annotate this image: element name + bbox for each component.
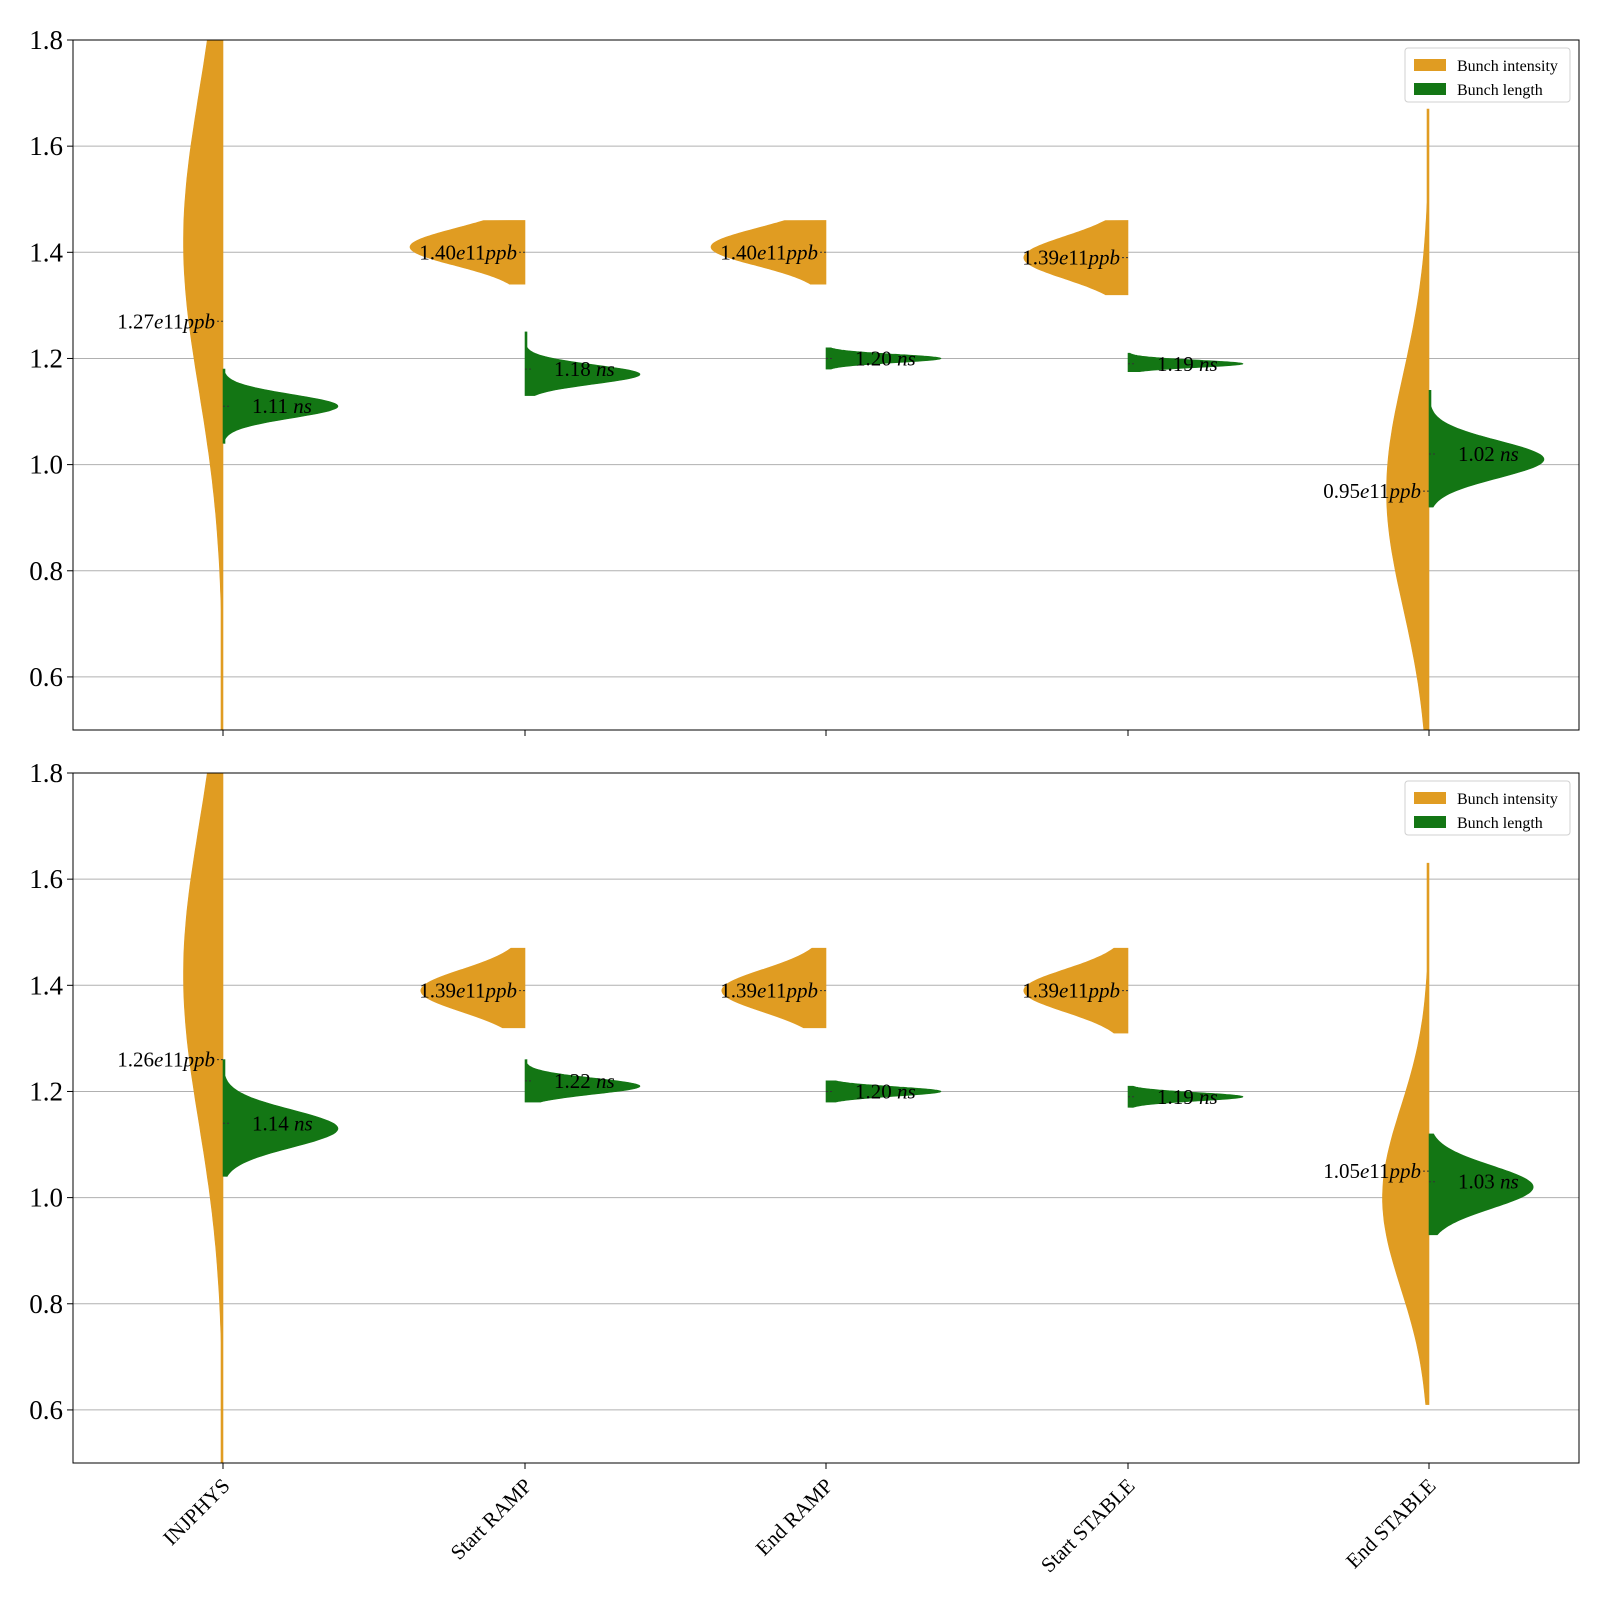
violin-group <box>183 40 1545 730</box>
legend-label: Bunch intensity <box>1457 58 1558 75</box>
y-tick-label: 1.8 <box>29 25 63 55</box>
intensity-violin-3 <box>1023 947 1129 1034</box>
legend-box <box>1404 47 1571 103</box>
length-annotation: 1.20 ns <box>855 1079 916 1103</box>
axes-frame <box>72 39 1580 731</box>
intensity-violin-0 <box>183 40 224 730</box>
intensity-annotation: 1.27e11ppb <box>117 309 215 333</box>
length-annotation: 1.19 ns <box>1157 352 1218 376</box>
intensity-annotation: 1.40e11ppb <box>720 240 818 264</box>
y-tick-label: 0.6 <box>29 662 63 692</box>
length-violin-3 <box>1127 1085 1244 1108</box>
length-violin-0 <box>222 1059 339 1177</box>
intensity-violin-3 <box>1023 220 1129 296</box>
y-tick-label: 1.4 <box>29 970 63 1000</box>
legend-swatch <box>1414 816 1446 828</box>
intensity-violin-1 <box>409 220 526 285</box>
y-tick-label: 1.6 <box>29 131 63 161</box>
violin-group <box>183 773 1534 1463</box>
intensity-violin-1 <box>420 947 526 1029</box>
legend-label: Bunch length <box>1457 815 1543 832</box>
length-violin-2 <box>825 1080 942 1103</box>
length-annotation: 1.18 ns <box>554 357 615 381</box>
y-tick-label: 1.8 <box>29 758 63 788</box>
x-category-label: End RAMP <box>751 1474 838 1561</box>
length-violin-1 <box>524 1059 641 1103</box>
x-category-label: INJPHYS <box>158 1474 234 1550</box>
intensity-annotation: 0.95e11ppb <box>1323 479 1421 503</box>
length-annotation: 1.19 ns <box>1157 1085 1218 1109</box>
intensity-violin-4 <box>1382 862 1430 1405</box>
length-annotation: 1.20 ns <box>855 346 916 370</box>
intensity-violin-4 <box>1386 108 1430 730</box>
intensity-violin-2 <box>721 947 827 1029</box>
x-category-label: Start RAMP <box>446 1474 537 1565</box>
y-tick-label: 0.8 <box>29 1289 63 1319</box>
intensity-annotation: 1.39e11ppb <box>1022 979 1120 1003</box>
x-category-label: End STABLE <box>1341 1474 1441 1574</box>
intensity-annotation: 1.05e11ppb <box>1323 1159 1421 1183</box>
y-tick-label: 0.6 <box>29 1395 63 1425</box>
length-violin-4 <box>1428 1133 1534 1236</box>
legend-box <box>1404 780 1571 836</box>
length-violin-2 <box>825 347 942 370</box>
intensity-annotation: 1.39e11ppb <box>419 979 517 1003</box>
length-violin-1 <box>524 331 641 396</box>
y-tick-label: 1.2 <box>29 1076 63 1106</box>
y-tick-label: 1.4 <box>29 237 63 267</box>
length-violin-0 <box>222 368 339 444</box>
intensity-annotation: 1.39e11ppb <box>720 979 818 1003</box>
legend-swatch <box>1414 792 1446 804</box>
legend-swatch <box>1414 83 1446 95</box>
x-category-label: Start STABLE <box>1036 1474 1140 1578</box>
intensity-violin-0 <box>183 773 224 1463</box>
length-annotation: 1.11 ns <box>252 394 312 418</box>
y-tick-label: 1.2 <box>29 343 63 373</box>
legend-swatch <box>1414 59 1446 71</box>
legend-label: Bunch length <box>1457 82 1543 99</box>
length-annotation: 1.22 ns <box>554 1069 615 1093</box>
length-annotation: 1.14 ns <box>252 1111 313 1135</box>
length-violin-4 <box>1428 389 1545 508</box>
legend-label: Bunch intensity <box>1457 791 1558 808</box>
y-tick-label: 1.6 <box>29 864 63 894</box>
y-tick-label: 0.8 <box>29 556 63 586</box>
length-annotation: 1.03 ns <box>1458 1170 1519 1194</box>
intensity-annotation: 1.39e11ppb <box>1022 246 1120 270</box>
intensity-annotation: 1.40e11ppb <box>419 240 517 264</box>
y-tick-label: 1.0 <box>29 450 63 480</box>
intensity-annotation: 1.26e11ppb <box>117 1048 215 1072</box>
intensity-violin-2 <box>710 220 827 285</box>
length-violin-3 <box>1127 352 1244 373</box>
length-annotation: 1.02 ns <box>1458 442 1519 466</box>
y-tick-label: 1.0 <box>29 1183 63 1213</box>
